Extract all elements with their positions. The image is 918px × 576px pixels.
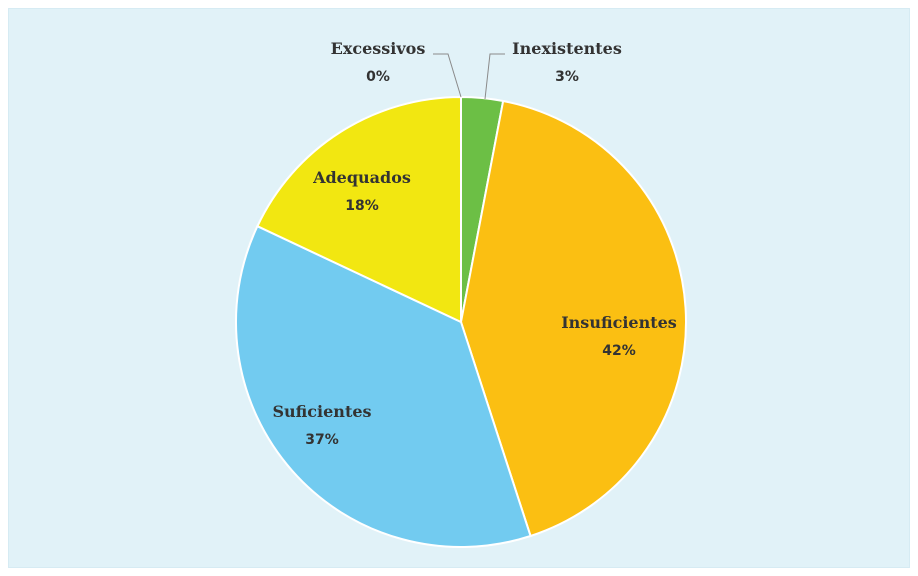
label-inexistentes: Inexistentes (512, 39, 622, 58)
label-adequados: Adequados (312, 168, 411, 187)
label-excessivos: Excessivos (331, 39, 426, 58)
pie-slice-suficientes (235, 224, 532, 548)
pct-adequados: 18% (345, 198, 379, 214)
pct-insuficientes: 42% (602, 343, 636, 359)
leader-line-inexistentes (484, 53, 505, 100)
pie-slices (235, 95, 687, 548)
pct-suficientes: 37% (305, 432, 339, 448)
leader-line-excessivos (433, 53, 462, 98)
pct-excessivos: 0% (366, 69, 390, 85)
pie-slice-adequados (256, 95, 462, 324)
pie-slice-insuficientes (459, 99, 687, 538)
label-insuficientes: Insuficientes (561, 313, 677, 332)
pct-inexistentes: 3% (555, 69, 579, 85)
label-suficientes: Suficientes (272, 402, 371, 421)
